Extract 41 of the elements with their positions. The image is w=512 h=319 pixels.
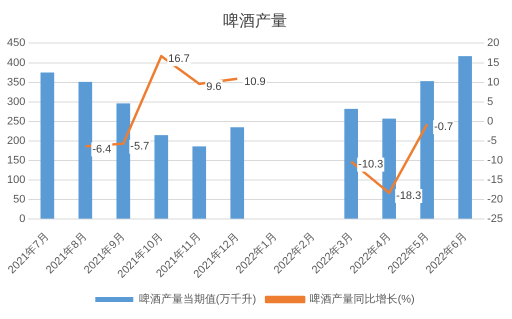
y2-tick-label: 5 [487, 96, 494, 108]
bar [230, 127, 244, 219]
y-tick-label: 350 [6, 76, 26, 88]
y-tick-label: 200 [6, 134, 26, 147]
y2-tick-label: -15 [487, 174, 504, 186]
bar [192, 146, 206, 219]
data-label: 16.7 [168, 53, 190, 66]
y2-tick-label: 20 [487, 37, 500, 50]
y2-tick-label: -25 [487, 213, 504, 226]
y-tick-label: 150 [6, 154, 26, 167]
bar [116, 103, 130, 219]
bar [154, 135, 168, 219]
bar [344, 108, 358, 219]
y-tick-label: 50 [13, 194, 26, 206]
data-label: -6.4 [92, 143, 112, 156]
bar [382, 118, 396, 219]
bar [420, 81, 434, 219]
y2-tick-label: -20 [487, 194, 504, 206]
y2-tick-label: 15 [487, 56, 500, 69]
y2-tick-label: -5 [487, 134, 497, 147]
data-label: -0.7 [434, 121, 454, 134]
data-label: 10.9 [244, 76, 266, 88]
y-tick-label: 400 [6, 56, 26, 69]
data-label: 9.6 [206, 80, 222, 93]
y-tick-label: 250 [6, 115, 26, 128]
bar [78, 82, 92, 219]
bar [458, 56, 472, 219]
chart-title: 啤酒产量 [223, 12, 287, 30]
legend-label: 啤酒产量当期值(万千升) [138, 292, 256, 306]
legend-label: 啤酒产量同比增长(%) [310, 292, 415, 306]
y2-tick-label: 10 [487, 76, 500, 88]
y-tick-label: 0 [19, 213, 26, 226]
y2-tick-label: 0 [487, 115, 494, 128]
data-label: -18.3 [396, 190, 422, 202]
y2-tick-label: -10 [487, 154, 504, 167]
y-tick-label: 450 [6, 37, 26, 50]
bar [40, 72, 54, 219]
data-label: -5.7 [130, 140, 150, 153]
y-tick-label: 300 [6, 96, 26, 108]
y-tick-label: 100 [6, 174, 26, 186]
data-label: -10.3 [358, 158, 384, 171]
